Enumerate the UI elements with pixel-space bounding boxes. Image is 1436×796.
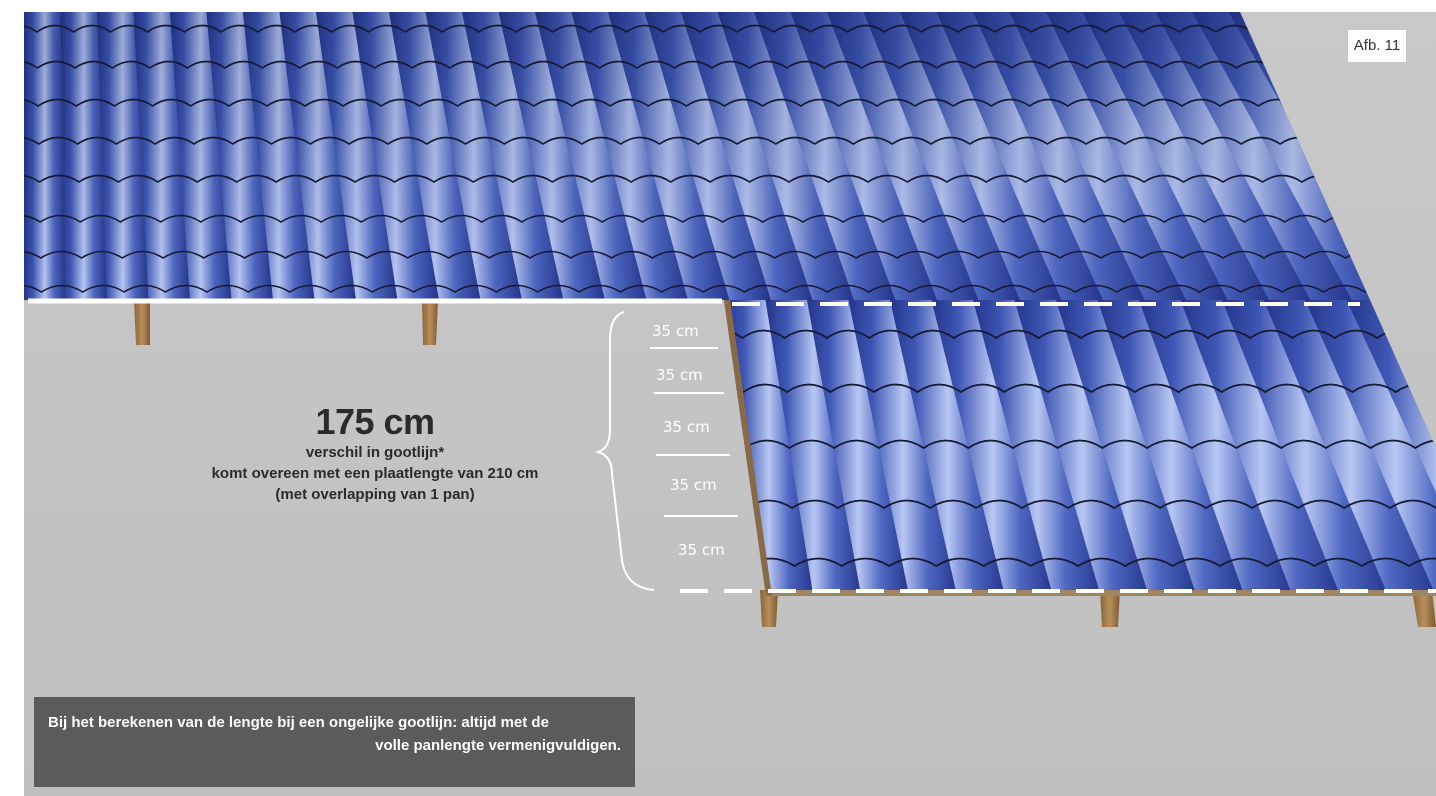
callout-line-1: verschil in gootlijn* [305, 444, 445, 461]
tile-row-line [724, 439, 1436, 450]
roof-side-edge [724, 300, 772, 596]
tile-row-line [724, 499, 1436, 510]
tile-row-line [724, 557, 1436, 568]
tile-corrugation [890, 300, 1006, 596]
tile-corrugation [807, 300, 910, 596]
segment-label: 35 cm [678, 541, 725, 559]
roof-battens [134, 300, 1436, 627]
segment-label: 35 cm [652, 322, 699, 340]
segment-label: 35 cm [670, 476, 717, 494]
callout-line-3: (met overlapping van 1 pan) [275, 486, 475, 503]
tile-row-line [24, 284, 1370, 293]
tile-corrugation [1305, 300, 1436, 596]
callout: 175 cm verschil in gootlijn* komt overee… [160, 402, 590, 505]
note-line-2: volle panlengte vermenigvuldigen. [375, 737, 621, 754]
tile-row-line [24, 214, 1370, 223]
tile-corrugation [1180, 300, 1342, 596]
tile-row-line [24, 136, 1370, 145]
tile-row-line [724, 383, 1436, 394]
tile-row-line [24, 60, 1370, 69]
tile-corrugation [765, 300, 862, 596]
batten [134, 300, 150, 345]
figure-label: Afb. 11 [1348, 30, 1406, 62]
tile-row-line [24, 24, 1370, 33]
segment-ticks [650, 347, 738, 517]
batten [1100, 590, 1120, 627]
tile-corrugation [1139, 300, 1294, 596]
note-box: Bij het berekenen van de lengte bij een … [34, 697, 635, 787]
batten [760, 590, 778, 627]
tile-corrugation [931, 300, 1054, 596]
segment-label: 35 cm [656, 366, 703, 384]
tile-corrugation [724, 300, 814, 596]
tile-corrugation [1346, 300, 1436, 596]
tile-corrugation [1097, 300, 1246, 596]
tile-corrugation [1222, 300, 1390, 596]
tile-row-line [724, 329, 1436, 340]
roof-section-lower [724, 300, 1436, 596]
tile-corrugation [848, 300, 958, 596]
tile-corrugation [1056, 300, 1198, 596]
callout-line-2: komt overeen met een plaatlengte van 210… [211, 465, 539, 482]
tile-corrugation [1263, 300, 1436, 596]
roof-section-upper [0, 12, 1370, 300]
tile-corrugation [1014, 300, 1150, 596]
tile-corrugation [973, 300, 1102, 596]
tile-row-line [24, 250, 1370, 259]
batten [1412, 590, 1436, 627]
tile-row-line [24, 174, 1370, 183]
note-line-1: Bij het berekenen van de lengte bij een … [48, 714, 549, 731]
callout-value: 175 cm [315, 401, 435, 442]
batten [422, 300, 438, 345]
segment-label: 35 cm [663, 418, 710, 436]
tile-corrugation [0, 12, 24, 300]
measure-brace [594, 311, 655, 591]
tile-row-line [24, 98, 1370, 107]
